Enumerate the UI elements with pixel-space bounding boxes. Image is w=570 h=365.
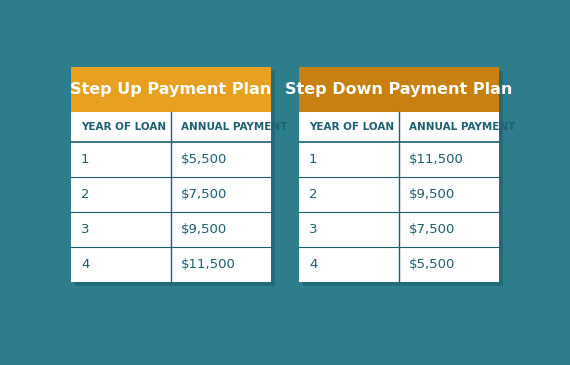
Text: $5,500: $5,500 xyxy=(409,258,455,271)
Text: 2: 2 xyxy=(309,188,317,201)
Text: $5,500: $5,500 xyxy=(181,153,227,166)
Text: $9,500: $9,500 xyxy=(409,188,455,201)
Text: Step Down Payment Plan: Step Down Payment Plan xyxy=(286,82,512,97)
Text: Step Up Payment Plan: Step Up Payment Plan xyxy=(70,82,272,97)
Bar xyxy=(71,67,271,282)
Text: YEAR OF LOAN: YEAR OF LOAN xyxy=(81,122,166,132)
Text: 3: 3 xyxy=(81,223,89,236)
Text: 2: 2 xyxy=(81,188,89,201)
Text: $7,500: $7,500 xyxy=(181,188,227,201)
Bar xyxy=(299,67,499,282)
Text: ANNUAL PAYMENT: ANNUAL PAYMENT xyxy=(409,122,515,132)
Bar xyxy=(71,112,271,142)
Bar xyxy=(75,71,275,286)
Text: 1: 1 xyxy=(309,153,317,166)
Text: $7,500: $7,500 xyxy=(409,223,455,236)
Bar xyxy=(303,71,503,286)
Text: YEAR OF LOAN: YEAR OF LOAN xyxy=(309,122,394,132)
Text: 1: 1 xyxy=(81,153,89,166)
Bar xyxy=(299,112,499,142)
Bar xyxy=(299,67,499,112)
Text: 4: 4 xyxy=(81,258,89,271)
Text: $11,500: $11,500 xyxy=(181,258,236,271)
Text: 3: 3 xyxy=(309,223,317,236)
Text: $9,500: $9,500 xyxy=(181,223,227,236)
Text: 4: 4 xyxy=(309,258,317,271)
Text: $11,500: $11,500 xyxy=(409,153,464,166)
Bar xyxy=(71,67,271,112)
Text: ANNUAL PAYMENT: ANNUAL PAYMENT xyxy=(181,122,287,132)
